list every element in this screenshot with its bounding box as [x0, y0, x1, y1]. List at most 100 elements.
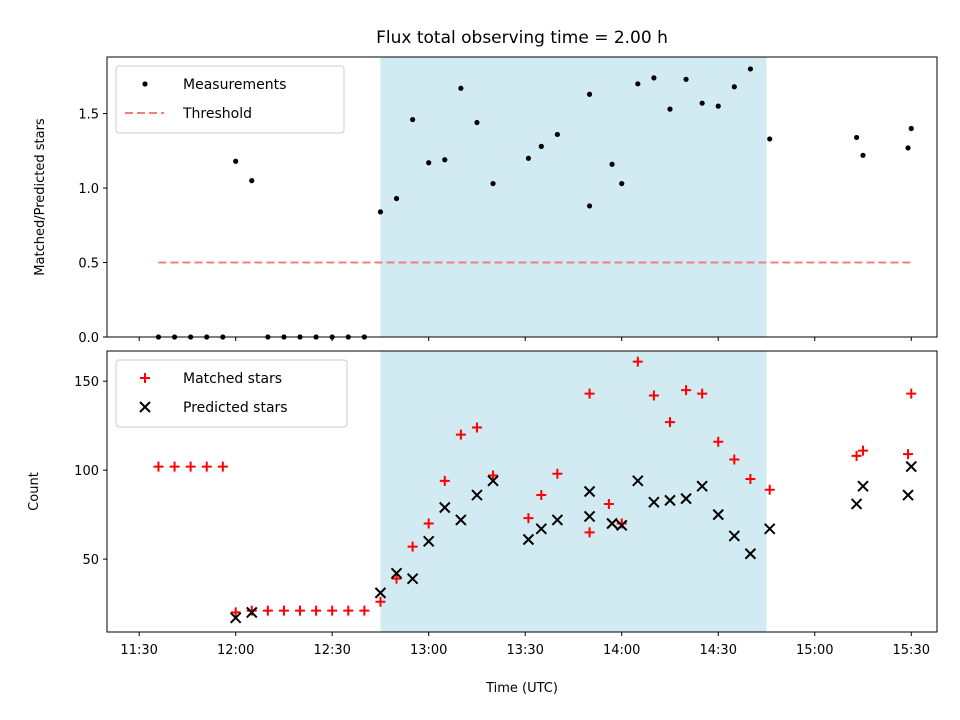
measurement-point	[233, 158, 239, 164]
matched-star-point	[681, 385, 692, 396]
measurement-point	[442, 157, 448, 163]
measurement-point	[377, 209, 384, 215]
predicted-star-point	[551, 514, 564, 526]
measurement-point	[747, 66, 754, 72]
measurement-point	[767, 136, 773, 142]
predicted-star-point	[728, 530, 741, 542]
measurement-point	[619, 180, 625, 187]
matched-star-point	[697, 388, 708, 399]
matched-star-point	[648, 390, 659, 401]
matched-star-point	[278, 605, 289, 616]
ratio-panel: 0.0 0.5 1.0 1.5 Matched/Predicted stars Measu…	[33, 56, 938, 346]
predicted-star-point	[632, 475, 644, 487]
measurement-point	[586, 91, 593, 97]
legend-x-swatch	[139, 401, 151, 413]
measurement-point	[908, 125, 914, 132]
measurement-point	[667, 106, 673, 112]
y-axis-label: Matched/Predicted stars	[33, 118, 48, 276]
matched-star-point	[729, 454, 740, 465]
predicted-star-point	[487, 475, 499, 487]
matched-star-point	[246, 605, 257, 616]
measurement-point	[538, 143, 544, 149]
matched-star-point	[523, 513, 534, 524]
matched-star-point	[851, 450, 862, 461]
predicted-star-point	[744, 548, 757, 560]
matched-star-point	[455, 429, 466, 440]
predicted-star-point	[583, 485, 596, 498]
predicted-star-point	[680, 492, 692, 505]
matched-star-point	[185, 461, 196, 472]
predicted-star-point	[229, 612, 242, 624]
measurement-point	[474, 119, 480, 126]
predicted-star-point	[606, 517, 618, 530]
matched-star-point	[536, 490, 547, 501]
observing-window-span	[380, 57, 767, 337]
matched-star-point	[201, 461, 212, 472]
predicted-star-point	[616, 519, 628, 531]
matched-star-point	[153, 461, 164, 472]
matched-star-point	[375, 596, 386, 607]
predicted-star-point	[374, 587, 387, 599]
matched-star-point	[552, 468, 563, 479]
y-tick-label: 150	[74, 375, 99, 390]
predicted-star-point	[696, 480, 708, 492]
x-tick-label: 11:30	[120, 643, 157, 658]
y-tick-label: 0.5	[78, 257, 99, 272]
matched-star-point	[906, 388, 917, 399]
predicted-star-point	[583, 510, 596, 523]
predicted-star-point	[857, 480, 869, 492]
x-tick-label: 13:00	[410, 643, 447, 658]
legend-label: Measurements	[183, 77, 286, 93]
measurement-point	[525, 155, 532, 161]
matched-star-point	[169, 461, 180, 472]
legend-dot-swatch	[142, 81, 148, 87]
matched-star-point	[439, 475, 450, 486]
x-tick-label: 13:30	[506, 643, 543, 658]
predicted-star-point	[535, 523, 548, 535]
predicted-star-point	[471, 489, 483, 501]
matched-star-point	[327, 605, 338, 616]
predicted-star-point	[850, 498, 863, 510]
matched-star-point	[391, 573, 402, 584]
measurement-point	[635, 81, 641, 87]
matched-star-point	[713, 436, 724, 447]
matched-star-point	[488, 470, 499, 481]
predicted-star-point	[439, 501, 451, 514]
measurement-point	[490, 180, 496, 187]
y-tick-label: 100	[74, 464, 99, 479]
y-axis-label: Count	[27, 472, 42, 511]
predicted-star-point	[246, 606, 258, 619]
matched-star-point	[217, 461, 228, 472]
x-axis-label: Time (UTC)	[485, 681, 558, 696]
matched-star-point	[858, 445, 869, 456]
measurement-point	[554, 131, 560, 138]
y-tick-label: 0.0	[78, 331, 99, 346]
x-tick-label: 14:00	[603, 643, 640, 658]
measurement-point	[715, 103, 721, 109]
measurement-point	[651, 75, 657, 81]
measurement-point	[683, 76, 689, 82]
x-tick-label: 14:30	[700, 643, 737, 658]
matched-star-point	[632, 356, 643, 367]
legend-label: Threshold	[182, 106, 252, 122]
predicted-star-point	[664, 494, 676, 507]
predicted-star-point	[522, 533, 535, 546]
legend-box	[115, 359, 348, 428]
predicted-star-point	[712, 508, 724, 521]
matched-star-point	[764, 484, 775, 495]
predicted-star-point	[422, 535, 435, 548]
chart-title: Flux total observing time = 2.00 h	[376, 28, 668, 48]
measurement-point	[860, 152, 866, 158]
measurement-point	[731, 84, 737, 90]
matched-star-point	[903, 449, 914, 460]
predicted-star-point	[905, 460, 917, 473]
matched-star-point	[262, 605, 273, 616]
matched-star-point	[616, 518, 627, 529]
x-tick-label: 12:00	[217, 643, 254, 658]
matched-star-point	[359, 605, 370, 616]
y-tick-label: 1.0	[78, 182, 99, 197]
plot-frame	[106, 350, 938, 633]
measurement-point	[410, 116, 416, 123]
matched-star-point	[343, 605, 354, 616]
